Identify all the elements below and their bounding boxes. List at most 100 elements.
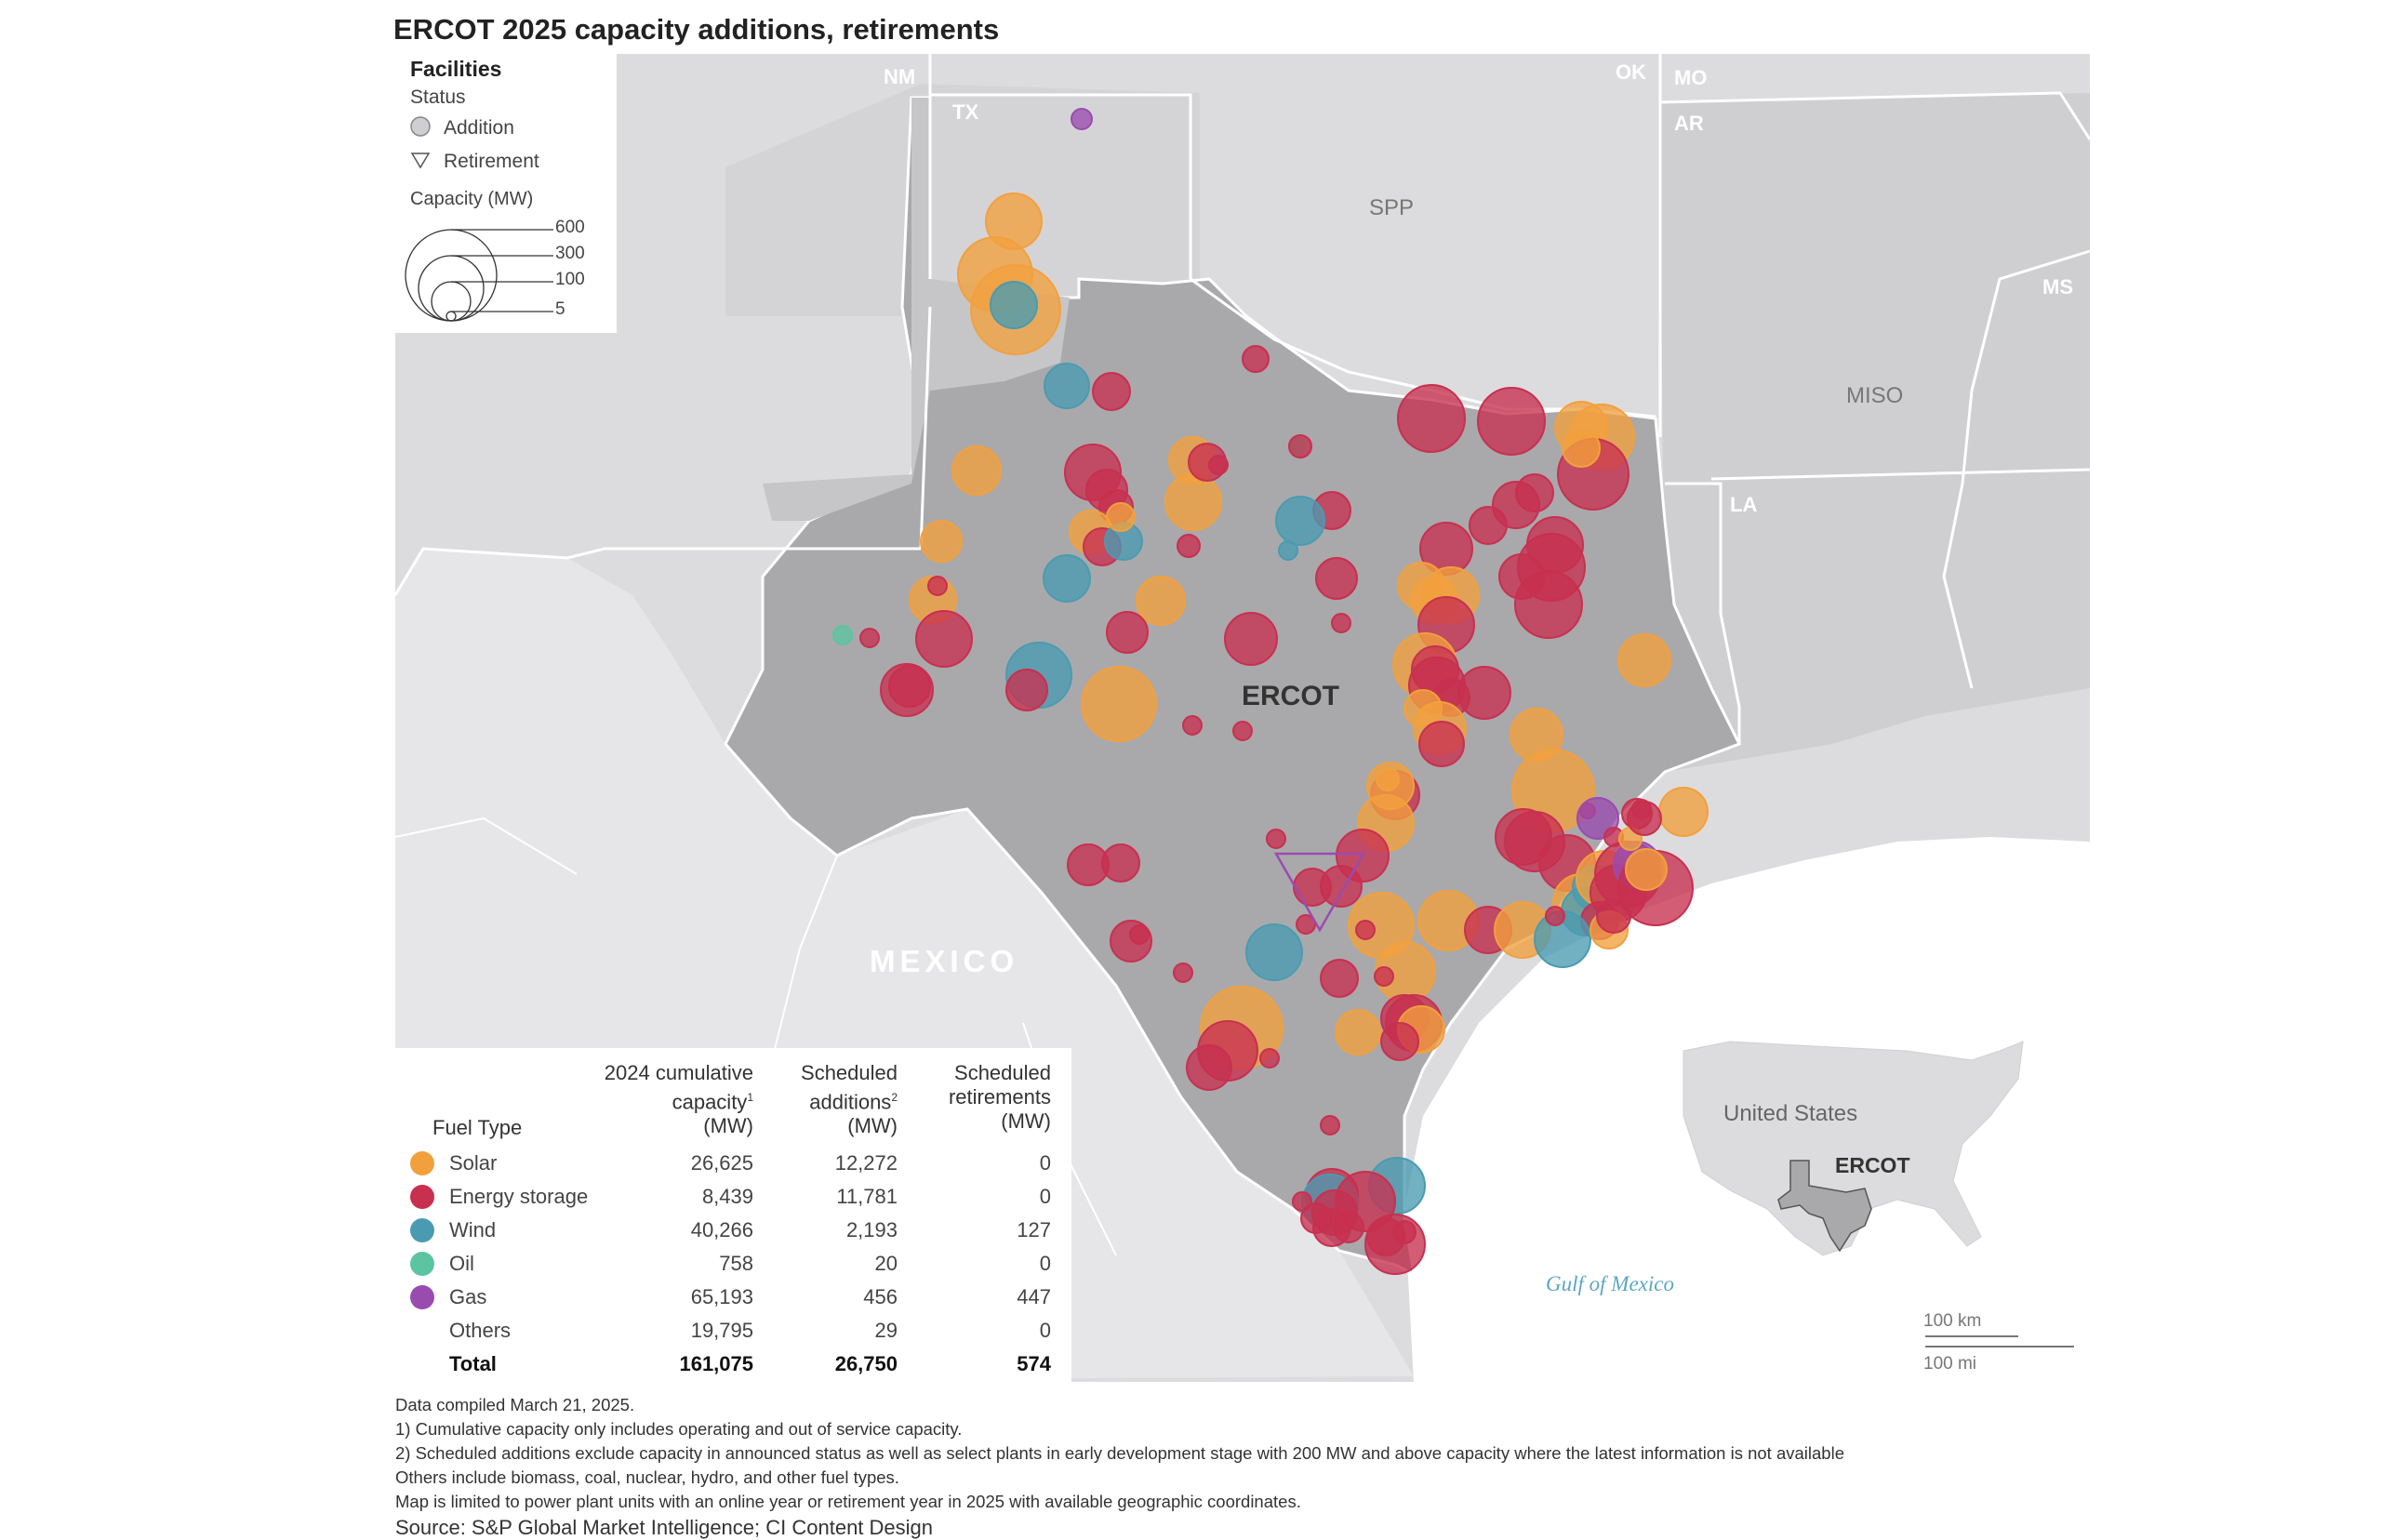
- inset-label-us: United States: [1723, 1101, 1858, 1126]
- row-retirements: 0: [1039, 1185, 1051, 1208]
- energy-storage-bubble: [1366, 1217, 1405, 1256]
- scale-bar: [1925, 1335, 2074, 1348]
- cumulative-header-line3: (MW): [703, 1114, 753, 1138]
- legend-panel: Facilities Status Addition Retirement Ca…: [395, 54, 617, 333]
- row-fuel: Gas: [449, 1285, 487, 1308]
- table-header-additions: Scheduled additions2 (MW): [758, 1061, 898, 1138]
- energy-storage-bubble: [1177, 534, 1201, 558]
- row-fuel: Others: [449, 1319, 512, 1342]
- total-cumulative: 161,075: [679, 1352, 753, 1375]
- capacity-circle-5: [446, 311, 457, 322]
- total-label: Total: [449, 1352, 497, 1375]
- energy-storage-bubble: [1242, 345, 1270, 373]
- us-inset-shape: [1683, 1041, 2024, 1256]
- energy-storage-bubble: [1315, 557, 1358, 600]
- capacity-label-100: 100: [555, 270, 585, 289]
- energy-storage-bubble: [1293, 868, 1332, 907]
- row-cumulative: 758: [719, 1252, 753, 1275]
- solar-bubble: [951, 445, 1002, 496]
- retirement-marker-gas: [1273, 852, 1366, 933]
- legend-addition-label: Addition: [444, 117, 514, 139]
- energy-storage-bubble: [1129, 924, 1150, 945]
- solar-bubble: [1562, 429, 1601, 468]
- energy-storage-bubble: [1331, 613, 1351, 633]
- solar-bubble: [1081, 666, 1157, 742]
- energy-storage-bubble: [1457, 666, 1511, 720]
- state-label-ms: MS: [2042, 275, 2073, 299]
- oil-swatch: [410, 1252, 434, 1276]
- energy-storage-bubble: [1374, 966, 1394, 987]
- row-retirements: 0: [1039, 1252, 1051, 1275]
- energy-storage-bubble: [1224, 612, 1278, 666]
- region-label-spp: SPP: [1369, 195, 1415, 220]
- capacity-circle-600: [405, 229, 498, 322]
- page-title: ERCOT 2025 capacity additions, retiremen…: [393, 13, 1000, 46]
- footnote-line: Others include biomass, coal, nuclear, h…: [395, 1467, 899, 1487]
- state-label-mo: MO: [1674, 66, 1708, 89]
- energy-storage-bubble: [1320, 959, 1359, 998]
- energy-storage-bubble: [1288, 434, 1312, 458]
- capacity-circle-100: [431, 281, 472, 322]
- energy-storage-bubble: [1296, 914, 1316, 935]
- energy-storage-bubble: [1186, 1044, 1232, 1091]
- state-label-tx: TX: [952, 100, 979, 124]
- state-label-la: LA: [1730, 493, 1758, 516]
- energy-storage-bubble: [1397, 384, 1466, 453]
- state-label-ar: AR: [1674, 112, 1704, 135]
- retirements-header-line2: retirements: [948, 1085, 1051, 1109]
- cumulative-header-line1: 2024 cumulative: [604, 1061, 753, 1084]
- energy-storage-bubble: [1182, 715, 1203, 736]
- energy-storage-bubble: [1208, 455, 1229, 475]
- energy-storage-bubble: [888, 665, 931, 708]
- state-label-nm: NM: [884, 65, 916, 88]
- energy-storage-bubble: [927, 576, 948, 596]
- retirements-header-line3: (MW): [1001, 1109, 1051, 1133]
- energy-storage-bubble: [1292, 1191, 1312, 1212]
- cumulative-footnote-mark: 1: [747, 1091, 753, 1104]
- legend-capacity-heading: Capacity (MW): [410, 189, 534, 209]
- capacity-label-300: 300: [555, 244, 585, 263]
- energy-storage-bubble: [1380, 1022, 1419, 1061]
- state-label-ok: OK: [1616, 60, 1646, 84]
- legend-facilities-heading: Facilities: [410, 57, 502, 81]
- legend-status-symbols: [410, 116, 431, 169]
- legend-retirement-label: Retirement: [444, 151, 539, 172]
- retirement-triangle-icon: [410, 153, 431, 169]
- cumulative-header-text: capacity: [672, 1090, 748, 1114]
- solar-bubble: [1625, 848, 1668, 891]
- us-inset-texas: [1777, 1160, 1872, 1253]
- solar-bubble: [1658, 787, 1709, 837]
- ercot-region: [724, 96, 1742, 1277]
- gas-bubble: [1071, 108, 1093, 130]
- row-additions: 12,272: [834, 1151, 898, 1175]
- solar-bubble: [1164, 473, 1222, 531]
- wind-bubble: [1044, 363, 1090, 409]
- additions-header-line1: Scheduled: [801, 1061, 898, 1084]
- row-cumulative: 8,439: [701, 1185, 753, 1208]
- region-label-miso: MISO: [1846, 383, 1904, 408]
- energy-storage-bubble: [1232, 721, 1253, 741]
- table-header-cumulative: 2024 cumulative capacity1 (MW): [553, 1061, 753, 1138]
- row-cumulative: 65,193: [690, 1285, 753, 1308]
- row-additions: 20: [874, 1252, 898, 1275]
- row-fuel: Solar: [449, 1151, 498, 1175]
- row-cumulative: 26,625: [690, 1151, 753, 1175]
- footnotes: Data compiled March 21, 2025. 1) Cumulat…: [395, 1393, 1844, 1514]
- additions-header-line3: (MW): [847, 1114, 898, 1138]
- spp-region: [725, 84, 1200, 316]
- row-retirements: 0: [1039, 1319, 1051, 1342]
- footnote-line: Map is limited to power plant units with…: [395, 1492, 1301, 1511]
- row-cumulative: 40,266: [690, 1218, 753, 1241]
- solar-bubble: [1335, 1009, 1381, 1055]
- oil-bubble: [832, 625, 853, 645]
- additions-header-line2: additions2: [758, 1085, 898, 1114]
- additions-footnote-mark: 2: [891, 1091, 898, 1104]
- solar-bubble: [1106, 502, 1136, 532]
- footnote-line: 2) Scheduled additions exclude capacity …: [395, 1443, 1844, 1463]
- row-additions: 2,193: [845, 1218, 898, 1241]
- energy-storage-bubble: [1498, 553, 1545, 600]
- energy-storage-bubble: [1312, 1208, 1351, 1247]
- texas-non-ercot: [763, 98, 1070, 521]
- energy-storage-bubble: [1545, 906, 1565, 926]
